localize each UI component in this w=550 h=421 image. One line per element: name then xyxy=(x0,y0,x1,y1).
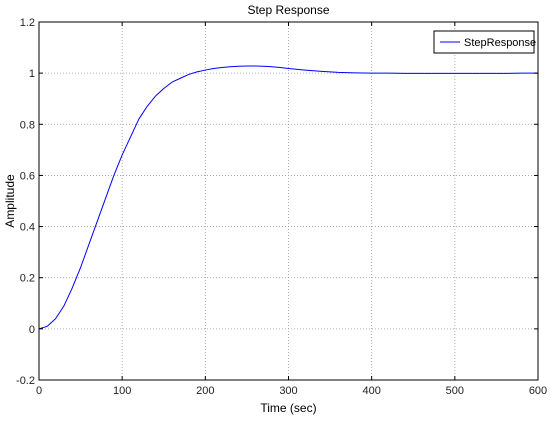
legend[interactable]: StepResponse xyxy=(433,30,536,54)
plot-area xyxy=(39,22,538,380)
x-tick-label: 200 xyxy=(196,385,214,397)
y-tick-label: -0.2 xyxy=(16,375,35,387)
grid-lines xyxy=(39,22,538,380)
x-tick-label: 500 xyxy=(446,385,464,397)
y-tick-label: 0 xyxy=(29,324,35,336)
x-tick-label: 100 xyxy=(113,385,131,397)
y-tick-label: 0.2 xyxy=(20,273,35,285)
x-tick-label: 300 xyxy=(279,385,297,397)
x-tick-label: 400 xyxy=(362,385,380,397)
y-tick-label: 0.8 xyxy=(20,119,35,131)
x-tick-label: 0 xyxy=(36,385,42,397)
y-tick-label: 0.6 xyxy=(20,170,35,182)
legend-box xyxy=(433,30,535,54)
series-layer xyxy=(38,65,538,330)
x-axis-label: Time (sec) xyxy=(260,401,316,415)
y-tick-label: 1 xyxy=(29,68,35,80)
y-tick-label: 1.2 xyxy=(20,17,35,29)
legend-entry-label: StepResponse xyxy=(464,37,536,49)
x-tick-label: 600 xyxy=(529,385,547,397)
series-line-stepresponse xyxy=(38,65,538,330)
chart-title: Step Response xyxy=(247,3,329,17)
y-tick-label: 0.4 xyxy=(20,222,35,234)
y-axis-label: Amplitude xyxy=(3,174,17,228)
axis-ticks: 0 100 200 300 400 500 600-0.200.20.40.60.811.2 xyxy=(16,17,547,397)
